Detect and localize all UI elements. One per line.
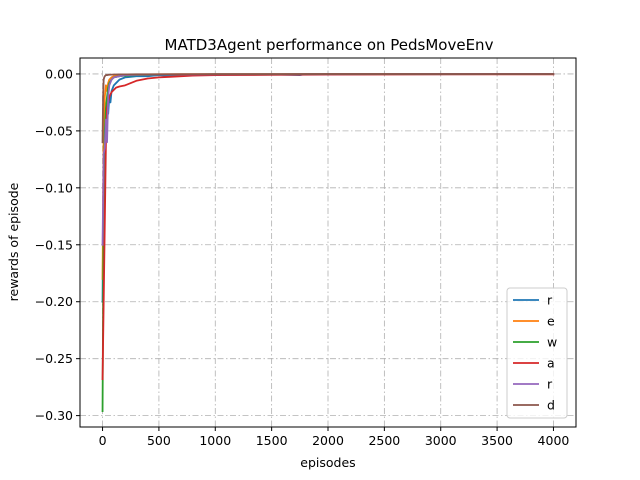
x-tick-label: 3500 [481, 433, 513, 448]
x-axis: 0 500 1000 1500 2000 2500 3000 3500 4000 [99, 427, 570, 448]
y-axis-label: rewards of episode [6, 182, 21, 301]
y-tick-label: −0.10 [35, 180, 73, 195]
x-tick-label: 3000 [425, 433, 457, 448]
x-tick-label: 0 [99, 433, 107, 448]
y-axis: 0.00 −0.05 −0.10 −0.15 −0.20 −0.25 −0.30 [35, 66, 80, 423]
y-tick-label: −0.15 [35, 237, 73, 252]
x-tick-label: 2500 [368, 433, 400, 448]
legend-label: d [547, 398, 555, 413]
y-tick-label: −0.30 [35, 408, 73, 423]
series-lines [101, 73, 555, 412]
y-tick-label: 0.00 [45, 66, 73, 81]
x-axis-label: episodes [300, 455, 355, 470]
legend-label: a [547, 356, 555, 371]
y-tick-label: −0.05 [35, 123, 73, 138]
x-tick-label: 500 [147, 433, 171, 448]
legend-label: w [547, 335, 557, 350]
legend: reward [506, 287, 568, 419]
x-tick-label: 2000 [312, 433, 344, 448]
x-tick-label: 1500 [256, 433, 288, 448]
x-tick-label: 1000 [199, 433, 231, 448]
legend-label: r [547, 377, 553, 392]
legend-label: e [547, 314, 555, 329]
x-tick-label: 4000 [538, 433, 570, 448]
chart-title: MATD3Agent performance on PedsMoveEnv [165, 36, 494, 54]
series-line-5 [101, 73, 555, 144]
legend-box [506, 287, 568, 419]
grid [80, 58, 576, 427]
y-tick-label: −0.20 [35, 294, 73, 309]
legend-label: r [547, 293, 553, 308]
y-tick-label: −0.25 [35, 351, 73, 366]
